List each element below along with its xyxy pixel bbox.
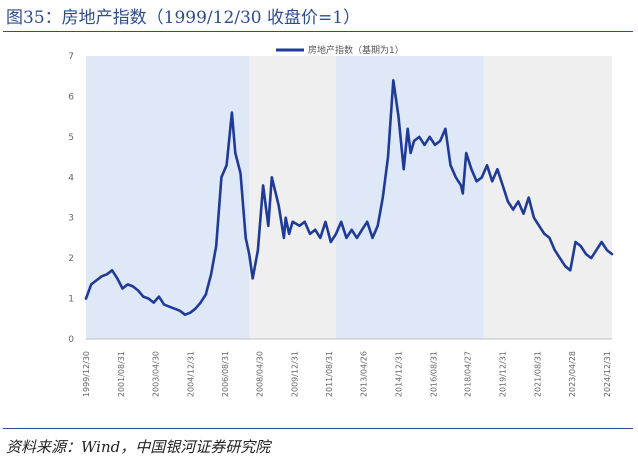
shaded-period-4 <box>483 56 612 339</box>
y-tick-label: 5 <box>68 133 74 143</box>
source-note: 资料来源：Wind，中国银河证券研究院 <box>6 438 271 456</box>
y-tick-label: 7 <box>68 52 74 62</box>
x-tick-label: 2014/12/31 <box>395 351 404 397</box>
title-rule <box>3 31 633 32</box>
y-tick-label: 3 <box>68 214 74 224</box>
x-tick-label: 2024/12/31 <box>603 351 612 397</box>
x-tick-label: 2009/12/31 <box>290 351 299 397</box>
figure-title: 图35：房地产指数（1999/12/30 收盘价=1） <box>6 8 361 28</box>
x-axis: 1999/12/30 2001/08/31 2003/04/30 2004/12/31… <box>82 338 612 397</box>
x-tick-label: 2013/04/26 <box>360 351 369 397</box>
shaded-period-1 <box>86 56 250 339</box>
legend: 房地产指数（基期为1） <box>276 44 404 56</box>
y-tick-label: 4 <box>68 173 74 183</box>
x-tick-label: 2004/12/31 <box>186 351 195 397</box>
x-tick-label: 2008/04/30 <box>256 351 265 397</box>
x-tick-label: 1999/12/30 <box>82 351 91 397</box>
x-tick-label: 2019/12/31 <box>499 351 508 397</box>
x-tick-label: 2006/08/31 <box>221 351 230 397</box>
y-tick-label: 6 <box>68 92 74 102</box>
y-tick-label: 1 <box>68 295 74 305</box>
x-tick-label: 2011/08/31 <box>325 351 334 397</box>
x-tick-label: 2018/04/27 <box>464 351 473 397</box>
x-tick-label: 2001/08/31 <box>117 351 126 397</box>
footer-rule <box>3 428 633 429</box>
series-line-real-estate-index <box>84 79 614 316</box>
x-tick-label: 2003/04/30 <box>151 351 160 397</box>
x-tick-label: 2021/08/31 <box>533 351 542 397</box>
legend-label: 房地产指数（基期为1） <box>308 44 404 56</box>
x-tick-label: 2023/04/28 <box>568 351 577 397</box>
shaded-period-3 <box>336 56 484 339</box>
y-tick-label: 0 <box>68 335 74 345</box>
y-axis: 0 1 2 3 4 5 6 7 <box>68 52 74 345</box>
y-tick-label: 2 <box>68 254 74 264</box>
x-tick-label: 2016/08/31 <box>429 351 438 397</box>
line-chart: 0 1 2 3 4 5 6 7 1999/12/30 2001/08/31 2003/04/30 2… <box>68 44 614 397</box>
shaded-periods <box>86 56 612 339</box>
